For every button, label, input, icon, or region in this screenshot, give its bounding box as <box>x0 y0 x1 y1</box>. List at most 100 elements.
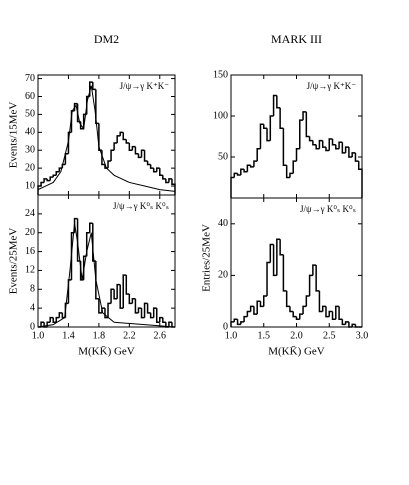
y-tick-label: 16 <box>25 246 35 257</box>
histogram-bin <box>246 310 251 317</box>
histogram-bin <box>146 160 151 166</box>
histogram-bin <box>338 306 343 321</box>
histogram-bin <box>351 323 356 327</box>
histogram-bin <box>85 231 90 257</box>
histogram-bin <box>240 168 245 176</box>
histogram-bin <box>104 308 109 319</box>
histogram-bin <box>269 243 274 263</box>
histogram-bin <box>344 146 349 153</box>
y-tick-label: 24 <box>25 208 35 219</box>
histogram-bin <box>125 139 130 144</box>
histogram-bin <box>70 110 75 133</box>
y-axis-label: Entries/25MeV <box>201 224 213 292</box>
x-tick-label: 2.6 <box>154 330 167 341</box>
panel-title: DM2 <box>94 32 119 46</box>
histogram-bin <box>335 305 340 320</box>
histogram-bin <box>321 140 326 148</box>
histogram-bin <box>243 169 248 173</box>
histogram-bin <box>243 315 248 322</box>
x-tick-label: 2.0 <box>290 330 303 341</box>
histogram-bin <box>119 284 124 309</box>
histogram-bin <box>308 274 313 297</box>
histogram-bin <box>159 316 163 323</box>
y-tick-label: 40 <box>25 127 35 138</box>
histogram-bin <box>236 319 241 326</box>
histogram-bin <box>67 131 72 154</box>
x-tick-label: 1.5 <box>258 330 271 341</box>
histogram-bin <box>338 141 343 149</box>
histogram-bin <box>92 223 96 262</box>
y-tick-label: 12 <box>25 265 35 276</box>
histogram-bin <box>279 107 284 130</box>
histogram-bin <box>253 160 258 167</box>
histogram-bin <box>58 312 63 318</box>
histogram-bin <box>357 161 363 198</box>
histogram-bin <box>116 283 121 299</box>
histogram-bin <box>55 316 60 323</box>
histogram-bin <box>233 318 238 322</box>
histogram-bin <box>143 150 148 162</box>
histogram-bin <box>344 321 349 325</box>
fit-curve <box>37 223 176 328</box>
histogram-bin <box>128 294 133 305</box>
histogram-bin <box>305 295 310 307</box>
histogram-bin <box>122 132 127 141</box>
histogram-bin <box>269 115 274 141</box>
histogram-bin <box>52 317 57 324</box>
histogram-bin <box>302 111 307 121</box>
histogram-bin <box>256 148 261 162</box>
histogram-bin <box>302 305 307 315</box>
y-tick-label: 20 <box>218 270 228 281</box>
histogram-bin <box>171 178 176 195</box>
histogram-bin <box>282 254 287 292</box>
histogram-bin <box>143 302 148 318</box>
histogram-bin <box>308 136 313 142</box>
histogram-bin <box>305 111 310 138</box>
histogram-bin <box>113 289 118 300</box>
histogram-bin <box>149 312 154 319</box>
x-tick-label: 1.8 <box>93 330 106 341</box>
histogram-bin <box>246 164 251 172</box>
histogram-bin <box>282 128 287 166</box>
histogram-bin <box>341 319 346 326</box>
histogram-bin <box>46 321 51 327</box>
histogram-bin <box>236 173 241 176</box>
y-tick-label: 60 <box>25 91 35 102</box>
histogram-bin <box>152 307 157 318</box>
histogram-bin <box>315 144 320 150</box>
histogram-bin <box>134 146 139 155</box>
y-axis-label: Events/25MeV <box>8 228 20 295</box>
y-tick-label: 10 <box>25 180 35 191</box>
histogram-bin <box>159 168 163 177</box>
y-axis-label: Events/15MeV <box>8 102 20 169</box>
histogram-bin <box>140 149 145 158</box>
histogram-bin <box>335 144 340 150</box>
x-tick-label: 2.2 <box>123 330 136 341</box>
histogram-bin <box>230 321 235 327</box>
histogram-bin <box>149 164 154 169</box>
annotation: J/ψ→γ K⁰ₛ K⁰ₛ <box>300 204 356 214</box>
histogram-bin <box>134 298 139 314</box>
histogram-bin <box>276 95 281 109</box>
histogram-bin <box>315 265 320 292</box>
x-axis-label: M(KK̄) GeV <box>268 346 325 358</box>
histogram-bin <box>289 172 294 178</box>
histogram-bin <box>318 290 323 313</box>
histogram-bin <box>348 321 353 328</box>
histogram-bin <box>137 153 142 159</box>
histogram-bin <box>312 140 317 146</box>
y-tick-label: 70 <box>25 73 35 84</box>
histogram-bin <box>49 316 54 323</box>
histogram-bin <box>276 238 281 276</box>
y-tick-label: 4 <box>30 302 35 313</box>
histogram-bin <box>295 316 300 321</box>
y-tick-label: 100 <box>213 110 228 121</box>
histogram-bin <box>95 89 99 125</box>
y-tick-label: 40 <box>218 218 228 229</box>
histogram-bin <box>122 274 127 309</box>
histogram-bin <box>312 264 317 276</box>
histogram-bin <box>64 153 69 165</box>
histogram-bin <box>328 138 333 151</box>
histogram-bin <box>321 305 326 312</box>
x-tick-label: 1.4 <box>62 330 75 341</box>
